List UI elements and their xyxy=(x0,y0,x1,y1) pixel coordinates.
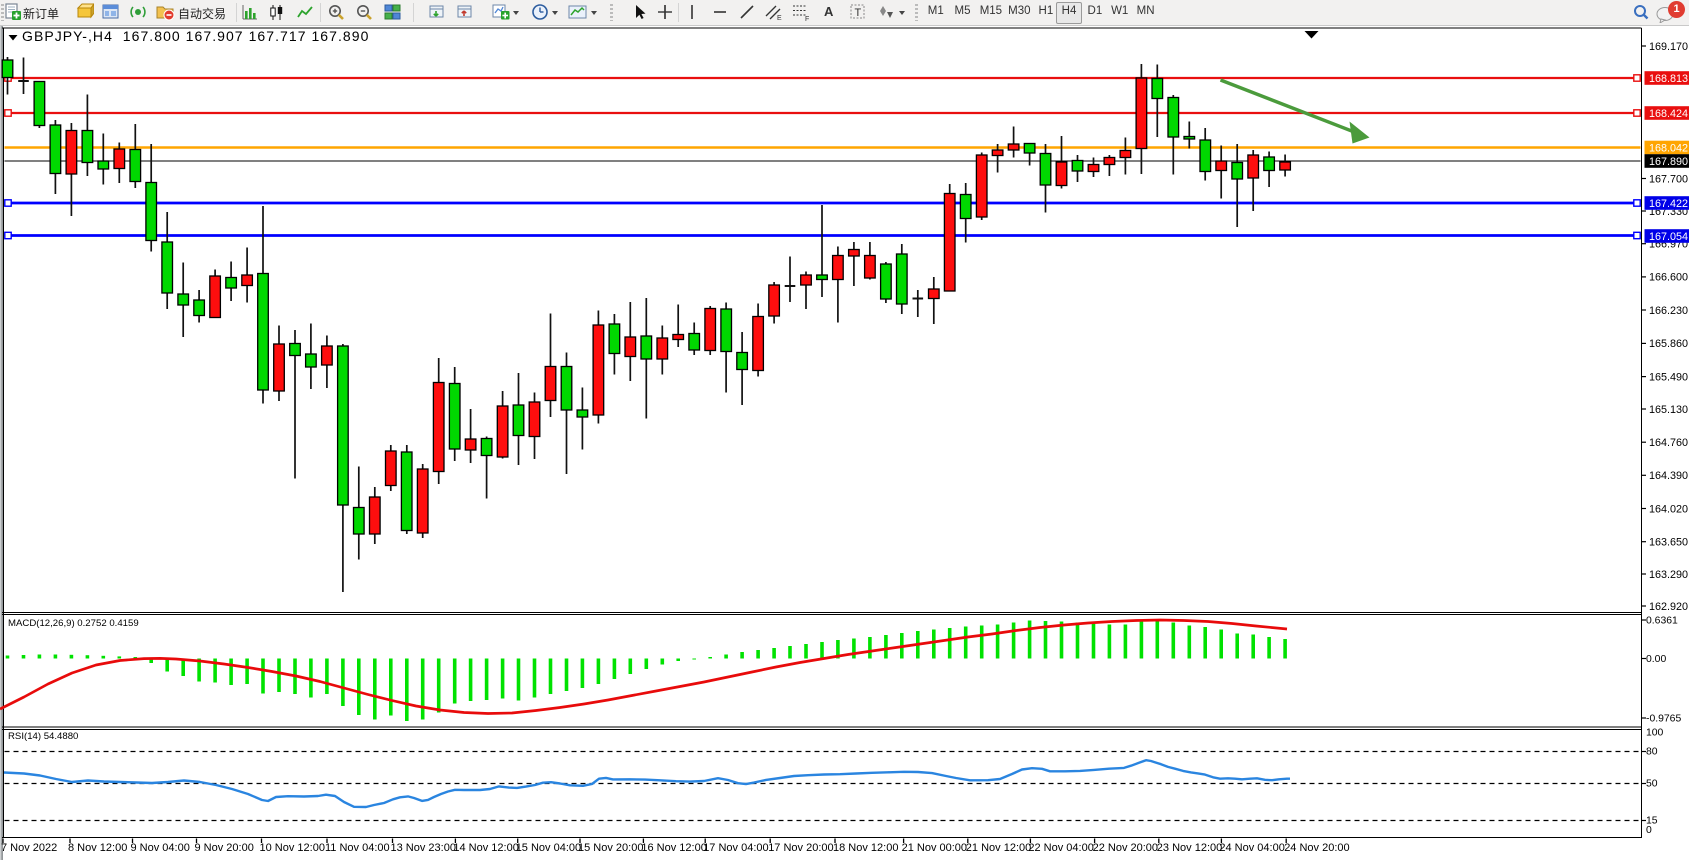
svg-text:166.230: 166.230 xyxy=(1649,305,1688,317)
svg-text:165.490: 165.490 xyxy=(1649,371,1688,383)
svg-text:E: E xyxy=(777,15,782,22)
svg-text:17 Nov 20:00: 17 Nov 20:00 xyxy=(768,842,833,854)
svg-text:GBPJPY-,H4 167.800 167.907 16: GBPJPY-,H4 167.800 167.907 167.717 167.8… xyxy=(22,28,369,44)
svg-text:162.920: 162.920 xyxy=(1649,601,1688,613)
svg-text:13 Nov 23:00: 13 Nov 23:00 xyxy=(391,842,456,854)
svg-text:15: 15 xyxy=(1646,816,1658,827)
svg-text:22 Nov 04:00: 22 Nov 04:00 xyxy=(1028,842,1093,854)
svg-text:165.130: 165.130 xyxy=(1649,404,1688,416)
svg-text:RSI(14) 54.4880: RSI(14) 54.4880 xyxy=(8,731,78,742)
svg-text:80: 80 xyxy=(1646,747,1658,758)
svg-text:169.170: 169.170 xyxy=(1649,41,1688,53)
svg-text:164.760: 164.760 xyxy=(1649,437,1688,449)
svg-text:24 Nov 04:00: 24 Nov 04:00 xyxy=(1219,842,1284,854)
svg-text:15 Nov 20:00: 15 Nov 20:00 xyxy=(578,842,643,854)
svg-text:166.600: 166.600 xyxy=(1649,272,1688,284)
svg-text:T: T xyxy=(855,7,862,19)
svg-text:50: 50 xyxy=(1646,779,1658,790)
svg-text:MACD(12,26,9) 0.2752 0.4159: MACD(12,26,9) 0.2752 0.4159 xyxy=(8,618,139,629)
svg-text:0.6361: 0.6361 xyxy=(1646,616,1678,627)
svg-text:21 Nov 12:00: 21 Nov 12:00 xyxy=(966,842,1031,854)
svg-text:8 Nov 12:00: 8 Nov 12:00 xyxy=(68,842,127,854)
svg-text:163.650: 163.650 xyxy=(1649,537,1688,549)
svg-text:14 Nov 12:00: 14 Nov 12:00 xyxy=(453,842,518,854)
svg-text:168.042: 168.042 xyxy=(1649,143,1688,155)
svg-text:0.00: 0.00 xyxy=(1646,654,1666,665)
svg-text:17 Nov 04:00: 17 Nov 04:00 xyxy=(703,842,768,854)
svg-text:100: 100 xyxy=(1646,728,1664,739)
svg-text:164.390: 164.390 xyxy=(1649,470,1688,482)
svg-text:0: 0 xyxy=(1646,825,1652,836)
svg-text:18 Nov 12:00: 18 Nov 12:00 xyxy=(833,842,898,854)
svg-text:F: F xyxy=(805,16,809,22)
svg-text:163.290: 163.290 xyxy=(1649,569,1688,581)
svg-text:168.813: 168.813 xyxy=(1649,73,1688,85)
svg-text:167.054: 167.054 xyxy=(1649,231,1688,243)
svg-text:167.700: 167.700 xyxy=(1649,173,1688,185)
svg-text:165.860: 165.860 xyxy=(1649,338,1688,350)
svg-text:167.422: 167.422 xyxy=(1649,198,1688,210)
svg-text:24 Nov 20:00: 24 Nov 20:00 xyxy=(1284,842,1349,854)
svg-text:10 Nov 12:00: 10 Nov 12:00 xyxy=(260,842,325,854)
svg-text:11 Nov 04:00: 11 Nov 04:00 xyxy=(325,842,390,854)
svg-text:16 Nov 12:00: 16 Nov 12:00 xyxy=(641,842,706,854)
svg-text:-0.9765: -0.9765 xyxy=(1646,714,1681,725)
svg-text:21 Nov 00:00: 21 Nov 00:00 xyxy=(902,842,967,854)
svg-text:9 Nov 20:00: 9 Nov 20:00 xyxy=(195,842,254,854)
svg-text:9 Nov 04:00: 9 Nov 04:00 xyxy=(131,842,190,854)
svg-text:168.424: 168.424 xyxy=(1649,108,1688,120)
svg-text:15 Nov 04:00: 15 Nov 04:00 xyxy=(516,842,581,854)
svg-text:7 Nov 2022: 7 Nov 2022 xyxy=(1,842,57,854)
svg-text:164.020: 164.020 xyxy=(1649,503,1688,515)
svg-text:23 Nov 12:00: 23 Nov 12:00 xyxy=(1157,842,1222,854)
svg-text:167.890: 167.890 xyxy=(1649,156,1688,168)
svg-text:22 Nov 20:00: 22 Nov 20:00 xyxy=(1093,842,1158,854)
